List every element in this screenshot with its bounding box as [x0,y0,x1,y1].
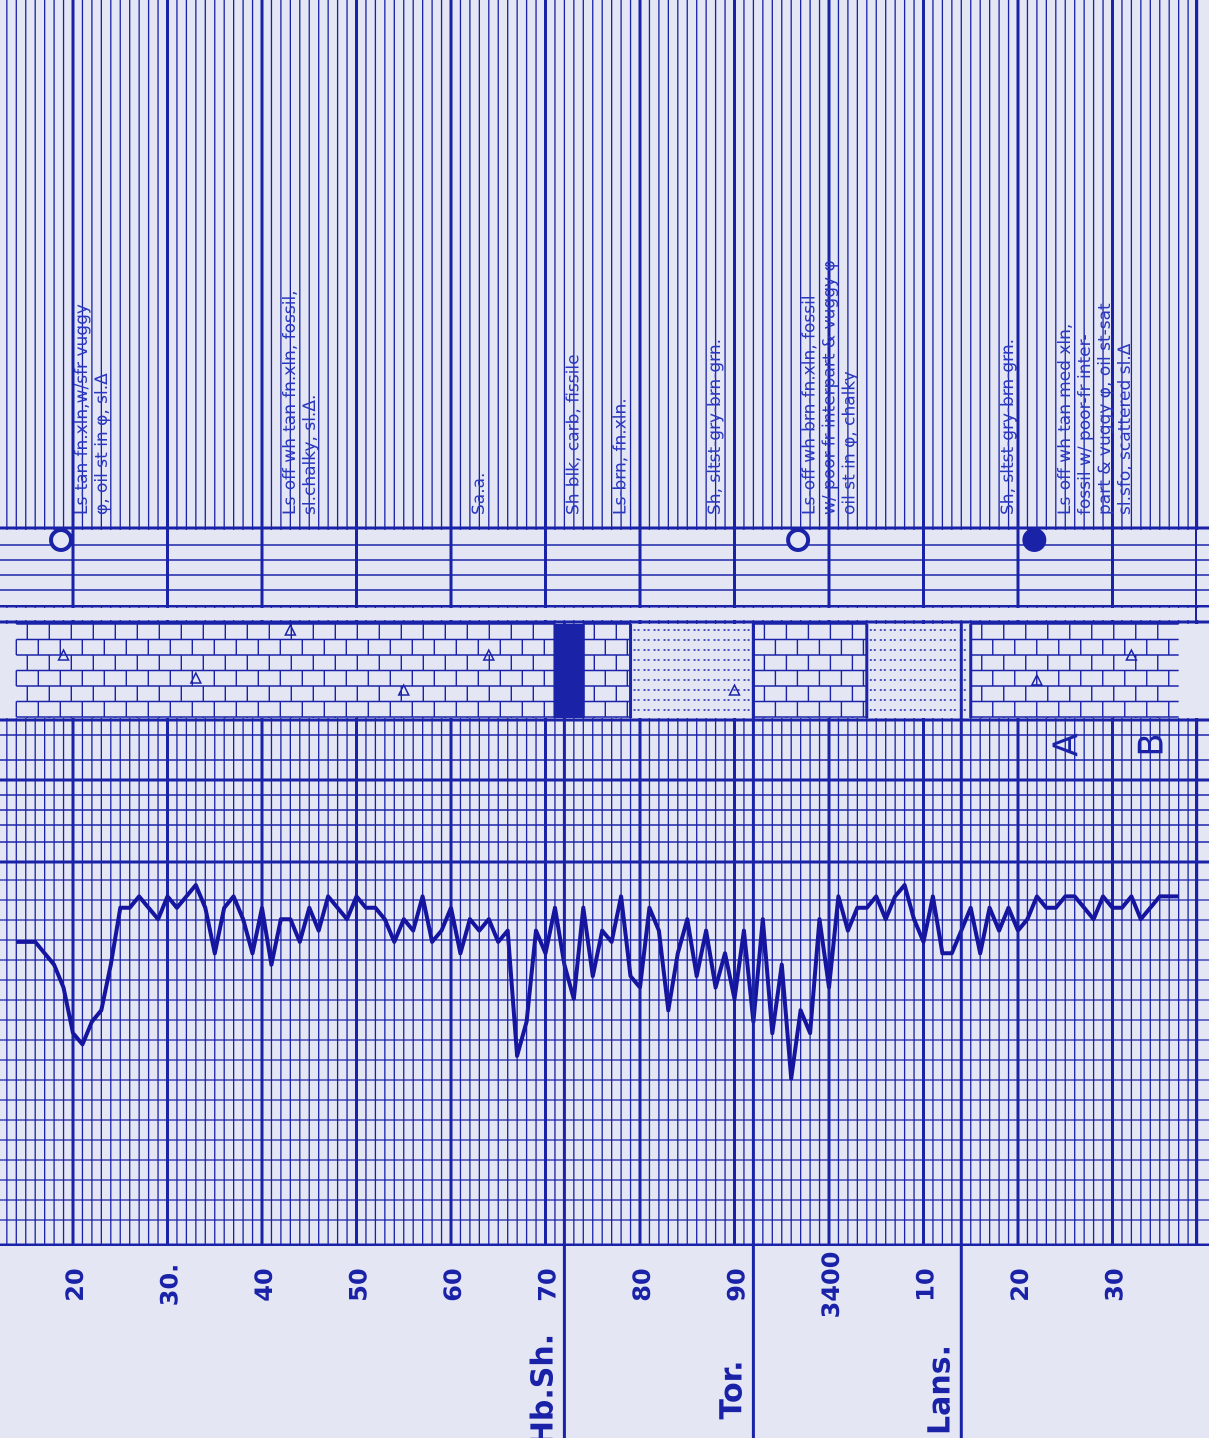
description-entry: Ls-off wh-tan-med xln, fossil w/ poor-fr … [1055,303,1135,515]
description-text: part & vuggy φ, oil st-sat [1095,303,1115,515]
lith-shale [554,624,584,718]
depth-label: 90 [723,1268,751,1301]
description-entry: Ls-tan-fn.xln,w/sfr vuggy φ, oil st in φ,… [72,304,112,515]
description-text: Sa.a. [469,473,489,515]
description-text: Ls-brn, fn.xln. [611,398,631,515]
chert-symbol [189,671,203,684]
description-entry: Sa.a. [469,473,489,515]
curve-line [16,883,1179,1081]
depth-band [0,1246,1209,1438]
description-text: w/ poor-fr interpart & vuggy φ [820,260,840,515]
header-gap [0,608,1209,620]
depth-label: 80 [628,1268,656,1301]
depth-label: 20 [1006,1268,1034,1301]
lith-siltstone [633,629,750,711]
description-entry: Ls-off wh-tan-fn.xln, fossil, sl.chalky, … [280,290,320,515]
chert-symbol [482,648,496,661]
description-text: Ls-off wh-tan-fn.xln, fossil, [280,290,300,515]
depth-label: 20 [61,1268,89,1301]
depth-label: 60 [439,1268,467,1301]
lithology-column [0,623,1209,718]
lith-limestone [752,623,867,718]
depth-label: 50 [345,1268,373,1301]
show-band [0,530,1209,605]
chert-symbol [1030,673,1044,686]
depth-label: 3400 [817,1252,845,1319]
description-text: Ls-off wh-tan-med xln, [1055,324,1075,515]
show-symbol-solid [1022,528,1047,552]
chert-symbol [284,623,297,636]
description-text: Ls-off wh-brn-fn.xln, fossil [800,295,820,515]
show-symbols [49,528,1047,552]
track-marker: B [1131,733,1171,756]
depth-label: 70 [534,1268,562,1301]
description-text: Sh, sltst-gry-brn-grn. [705,339,725,515]
description-entry: Ls-off wh-brn-fn.xln, fossil w/ poor-fr i… [800,260,860,515]
depth-label: 30. [156,1264,184,1307]
chert-symbol [1125,648,1138,661]
description-text: φ, oil st in φ, sl.Δ [92,373,112,515]
description-text: Sh-blk, carb, fissile [563,354,583,515]
description-text: oil st in φ, chalky [840,371,860,515]
description-text: Ls-tan-fn.xln,w/sfr vuggy [72,304,92,515]
description-entry: Sh-blk, carb, fissile [563,354,583,515]
chert-symbol [397,683,410,696]
description-entry: Ls-brn, fn.xln. [611,398,631,515]
lithology-descriptions: Ls-tan-fn.xln,w/sfr vuggy φ, oil st in φ,… [72,260,1135,515]
description-text: sl.chalky, sl.Δ. [300,395,320,515]
drilling-time-curve [16,883,1179,1081]
formation-tops: Hb.Sh. Tor. Lans. [525,622,963,1438]
formation-label: Hb.Sh. [525,1334,560,1438]
lith-limestone [15,623,555,718]
chert-symbol [57,648,70,661]
description-text: fossil w/ poor-fr inter- [1075,334,1095,515]
lith-limestone [582,623,631,718]
depth-scale: 20 30. 40 50 60 70 80 90 3400 10 20 30 [61,1252,1129,1319]
shale-fill [554,624,584,718]
lith-limestone [970,623,1179,718]
description-text: Sh, sltst-gry-brn-grn. [998,339,1018,515]
depth-label: 10 [912,1268,940,1301]
description-text: sl.sfo, scattered sl.Δ [1115,343,1135,515]
track-marker: A [1046,733,1086,756]
depth-label: 40 [250,1268,278,1301]
show-symbol-open [786,528,811,552]
depth-label: 30 [1101,1268,1129,1301]
show-symbol-open [49,528,73,552]
description-entry: Sh, sltst-gry-brn-grn. [998,339,1018,515]
description-entry: Sh, sltst-gry-brn-grn. [705,339,725,515]
chert-symbol [728,683,741,696]
formation-label: Tor. [714,1360,749,1419]
formation-label: Lans. [922,1345,957,1435]
